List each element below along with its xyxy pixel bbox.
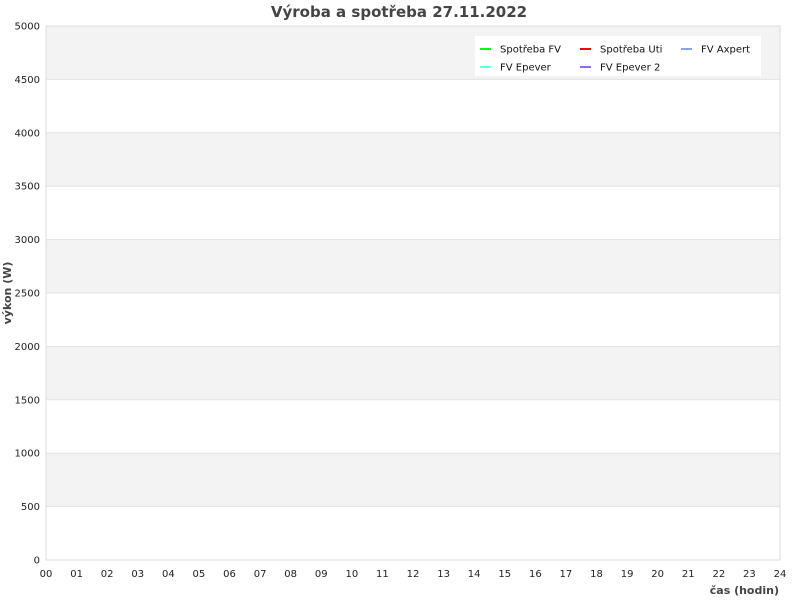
y-tick-label: 1500: [15, 395, 40, 406]
x-tick-label: 08: [284, 569, 297, 580]
x-tick-label: 23: [743, 569, 756, 580]
x-tick-label: 15: [498, 569, 511, 580]
x-tick-label: 07: [254, 569, 267, 580]
x-tick-label: 20: [651, 569, 664, 580]
chart-title: Výroba a spotřeba 27.11.2022: [271, 3, 527, 21]
grid-band: [46, 453, 780, 507]
x-tick-label: 17: [560, 569, 573, 580]
y-tick-label: 3500: [15, 182, 40, 193]
grid-band: [46, 132, 780, 187]
x-tick-label: 22: [712, 569, 725, 580]
x-tick-label: 03: [131, 569, 144, 580]
grid-band: [46, 399, 780, 454]
x-tick-label: 09: [315, 569, 328, 580]
x-tick-label: 11: [376, 569, 389, 580]
grid-band: [46, 506, 780, 560]
y-tick-label: 4500: [15, 75, 40, 86]
grid-band: [46, 346, 780, 400]
y-tick-label: 4000: [15, 128, 40, 139]
y-axis-label: výkon (W): [1, 262, 14, 325]
y-tick-label: 1000: [15, 449, 40, 460]
y-tick-label: 2000: [15, 342, 40, 353]
grid-band: [46, 79, 780, 133]
x-axis-label: čas (hodin): [710, 584, 779, 597]
grid-band: [46, 293, 780, 347]
x-tick-label: 18: [590, 569, 603, 580]
legend-label: Spotřeba FV: [500, 44, 561, 56]
y-tick-label: 5000: [15, 22, 40, 33]
legend-label: FV Epever: [500, 63, 552, 74]
x-tick-label: 16: [529, 569, 542, 580]
x-tick-label: 06: [223, 569, 236, 580]
x-tick-label: 05: [193, 569, 206, 580]
x-tick-label: 24: [774, 569, 787, 580]
x-tick-label: 21: [682, 569, 695, 580]
x-tick-label: 19: [621, 569, 634, 580]
x-tick-label: 14: [468, 569, 481, 580]
legend-label: Spotřeba Uti: [600, 44, 662, 56]
y-tick-label: 3000: [15, 235, 40, 246]
plot-border: [45, 25, 781, 561]
x-tick-label: 10: [345, 569, 358, 580]
legend-label: FV Epever 2: [600, 63, 660, 74]
x-tick-label: 13: [437, 569, 450, 580]
x-tick-label: 12: [407, 569, 420, 580]
legend-label: FV Axpert: [701, 45, 750, 56]
grid-band: [46, 239, 780, 293]
x-tick-label: 01: [70, 569, 83, 580]
y-tick-label: 0: [34, 556, 40, 567]
y-tick-label: 500: [21, 502, 40, 513]
legend: Spotřeba FV Spotřeba Uti FV Axpert FV Epeve…: [475, 36, 761, 76]
grid-band: [46, 186, 780, 240]
x-tick-label: 00: [40, 569, 53, 580]
y-tick-label: 2500: [15, 289, 40, 300]
x-tick-label: 02: [101, 569, 114, 580]
x-tick-label: 04: [162, 569, 175, 580]
